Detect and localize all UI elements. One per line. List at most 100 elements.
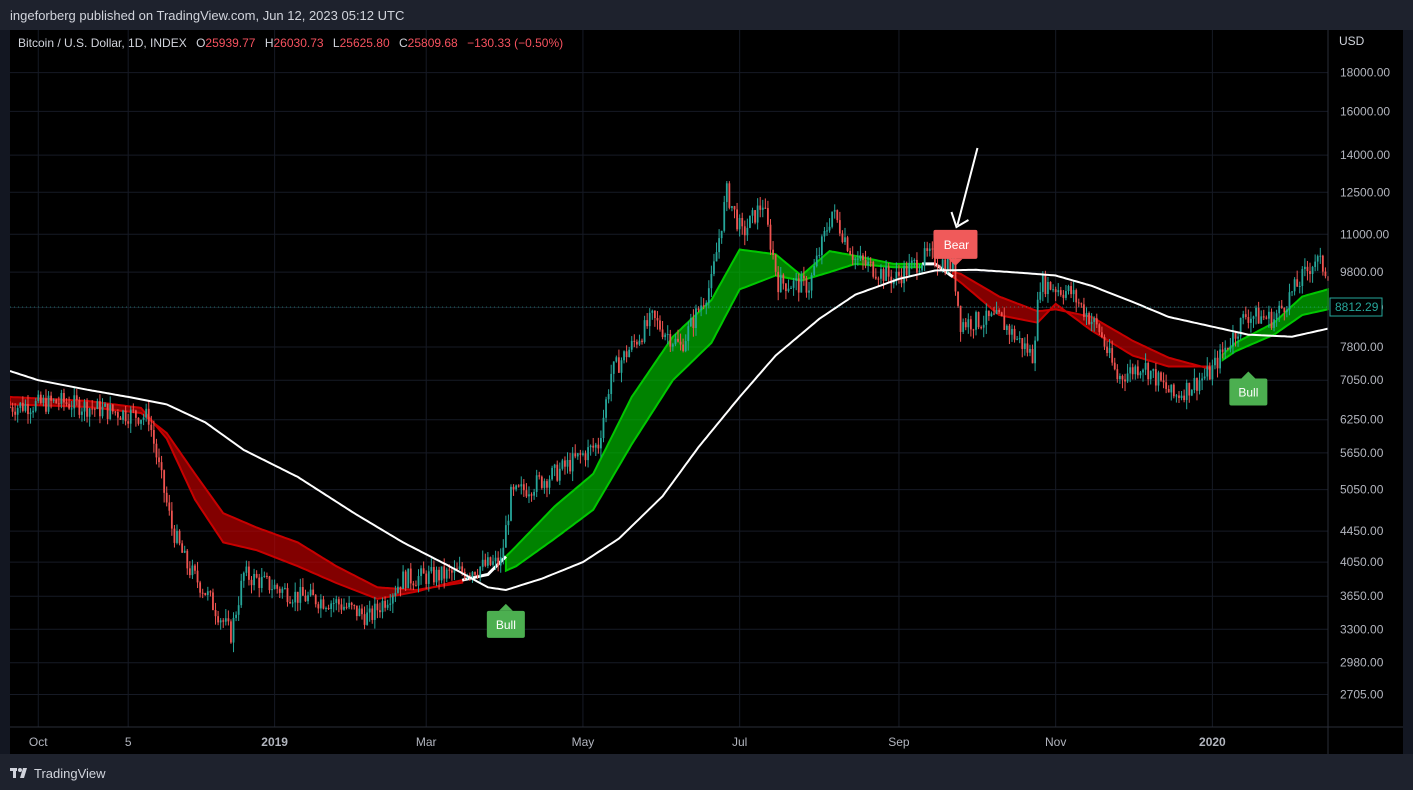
candle (874, 268, 877, 280)
candle-body (946, 258, 949, 273)
candle-body (746, 227, 749, 236)
candle-body (1023, 343, 1026, 349)
candle (1154, 362, 1157, 392)
candle (530, 492, 533, 502)
candle (679, 333, 682, 351)
candle-body (147, 408, 150, 425)
y-tick-label: 2705.00 (1340, 688, 1384, 702)
candle-body (959, 305, 962, 332)
candle (903, 260, 905, 293)
candle (145, 403, 148, 422)
candle (923, 241, 926, 272)
candle-body (905, 265, 908, 276)
candle-body (846, 237, 849, 251)
y-tick-label: 11000.00 (1340, 227, 1389, 241)
candle-body (620, 360, 623, 373)
candle (525, 483, 528, 498)
candle-body (1257, 307, 1260, 324)
candle (959, 305, 962, 342)
candle (68, 396, 70, 410)
candle-body (1198, 380, 1201, 391)
candle-body (451, 570, 453, 573)
candle-body (648, 312, 651, 327)
x-tick-label: 2020 (1199, 735, 1226, 749)
candle-body (749, 215, 751, 228)
candle-body (253, 573, 255, 586)
candle (520, 476, 523, 495)
candle (1142, 368, 1144, 382)
candle (774, 254, 777, 276)
candle (412, 580, 415, 591)
candle (597, 437, 600, 454)
candle-body (461, 566, 464, 572)
candle-body (235, 614, 237, 618)
candle-body (258, 577, 261, 588)
candle (106, 403, 109, 425)
candle-body (1044, 274, 1047, 295)
candle (962, 318, 965, 335)
candle (582, 450, 584, 457)
candle-body (83, 401, 86, 412)
candle (661, 321, 664, 340)
candle (1203, 368, 1206, 381)
candle (471, 571, 474, 583)
candle (104, 402, 106, 408)
candle-body (430, 567, 433, 572)
candle (895, 262, 898, 286)
candle (296, 591, 299, 612)
candle-body (538, 475, 541, 477)
candle-body (60, 393, 63, 404)
candle (777, 266, 780, 301)
candle-body (1172, 384, 1175, 397)
x-tick-label: Sep (888, 735, 910, 749)
candle (83, 399, 86, 422)
candle (584, 450, 587, 467)
candle-body (404, 571, 407, 589)
y-tick-label: 9800.00 (1340, 265, 1384, 279)
candle (782, 273, 785, 290)
candle (543, 478, 546, 494)
candle (1196, 377, 1198, 401)
candle-body (733, 206, 736, 210)
candle-body (42, 398, 45, 403)
candle (319, 594, 322, 618)
candle (795, 272, 798, 291)
candle (217, 610, 220, 626)
candle (605, 396, 607, 423)
y-tick-label: 16000.00 (1340, 104, 1390, 118)
candle (1149, 370, 1152, 385)
candle-body (11, 407, 14, 412)
candle (50, 391, 53, 409)
candle-body (797, 278, 800, 293)
candle (1011, 324, 1013, 342)
candle-body (284, 587, 286, 589)
candle-body (592, 445, 595, 448)
candle-body (1262, 316, 1265, 318)
candle-body (70, 408, 73, 410)
y-tick-label: 7050.00 (1340, 373, 1384, 387)
candle (37, 390, 40, 404)
candle-body (255, 573, 258, 578)
candle (1293, 277, 1296, 296)
price-chart[interactable]: Bull Bear Bull USD 18000.00 16000.00 14000.00… (10, 30, 1403, 754)
candle-body (928, 248, 931, 251)
candle (474, 571, 476, 577)
candle-body (512, 486, 515, 490)
chart-area[interactable]: Bull Bear Bull USD 18000.00 16000.00 14000.00… (10, 30, 1403, 754)
candle (289, 596, 291, 605)
candle (628, 346, 631, 358)
bull-ribbon (1221, 287, 1329, 362)
candle (1101, 326, 1103, 339)
candle-body (1221, 349, 1224, 352)
candle-body (286, 587, 289, 603)
candle-body (335, 599, 338, 603)
candle (1167, 385, 1170, 393)
candle-body (250, 579, 253, 586)
candle (772, 241, 774, 260)
candle (859, 245, 862, 262)
candle-body (697, 308, 700, 311)
candle-body (1131, 367, 1134, 375)
candle (132, 403, 135, 414)
candle (1262, 309, 1265, 321)
candle-body (851, 254, 854, 260)
